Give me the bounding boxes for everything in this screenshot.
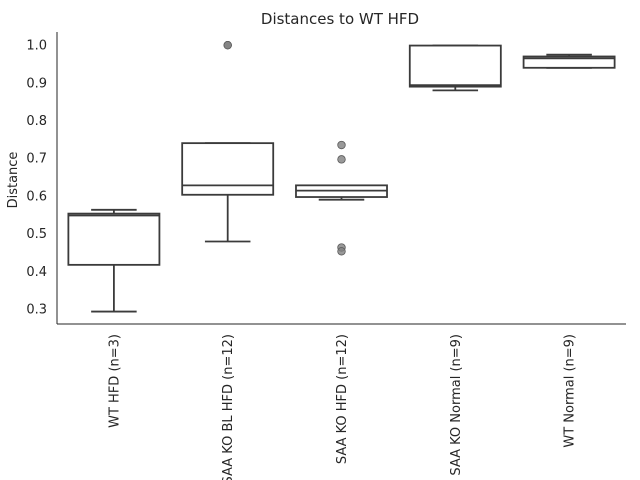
x-tick-label: WT HFD (n=3) — [107, 334, 122, 428]
x-tick-label: SAA KO Normal (n=9) — [449, 334, 464, 476]
box-group — [67, 208, 161, 313]
y-tick-label: 0.3 — [26, 302, 47, 317]
y-tick-label: 0.5 — [26, 227, 47, 242]
y-tick-label: 0.6 — [26, 189, 47, 204]
box — [522, 55, 616, 69]
box-group — [522, 53, 616, 69]
box-group — [408, 44, 502, 92]
box-group — [295, 140, 388, 256]
box — [67, 212, 161, 266]
y-tick-label: 0.9 — [26, 76, 47, 91]
x-tick-label: SAA KO HFD (n=12) — [335, 334, 350, 464]
y-tick-label: 1.0 — [26, 39, 47, 54]
outlier-point — [337, 140, 346, 150]
x-tick-label: WT Normal (n=9) — [563, 334, 578, 448]
y-tick-label: 0.4 — [26, 265, 47, 280]
y-axis-label: Distance — [6, 152, 21, 209]
outlier-point — [337, 155, 346, 164]
y-tick-label: 0.7 — [26, 152, 47, 167]
x-tick-label: SAA KO BL HFD (n=12) — [221, 334, 236, 480]
box — [181, 142, 275, 196]
boxes — [67, 40, 616, 313]
box — [408, 44, 502, 88]
outlier-point — [337, 247, 346, 256]
ticks: 0.3 0.4 0.5 0.6 0.7 0.8 0.9 1.0 WT HFD (n=3) SAA … — [26, 39, 577, 480]
chart-title: Distances to WT HFD — [261, 10, 419, 28]
axes — [56, 32, 626, 325]
y-tick-label: 0.8 — [26, 114, 47, 129]
box-group — [181, 40, 275, 243]
outlier-point — [223, 40, 232, 50]
